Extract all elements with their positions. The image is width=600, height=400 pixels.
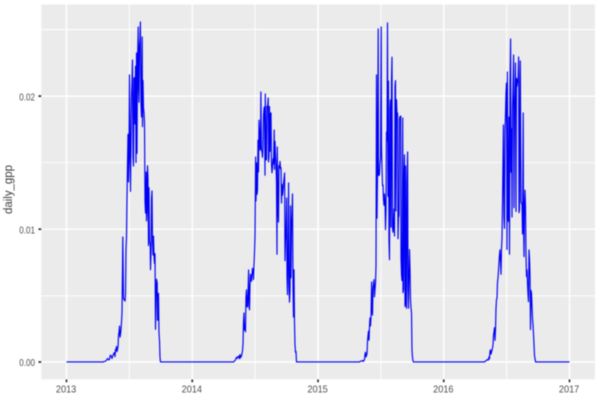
- svg-text:2017: 2017: [559, 384, 580, 395]
- svg-text:0.02: 0.02: [19, 92, 35, 103]
- svg-text:0.01: 0.01: [19, 225, 35, 236]
- svg-text:0.00: 0.00: [19, 358, 35, 369]
- svg-text:2016: 2016: [433, 384, 454, 395]
- svg-text:2013: 2013: [56, 384, 77, 395]
- svg-text:daily_gpp: daily_gpp: [3, 165, 15, 214]
- svg-text:2015: 2015: [307, 384, 328, 395]
- svg-text:2014: 2014: [182, 384, 203, 395]
